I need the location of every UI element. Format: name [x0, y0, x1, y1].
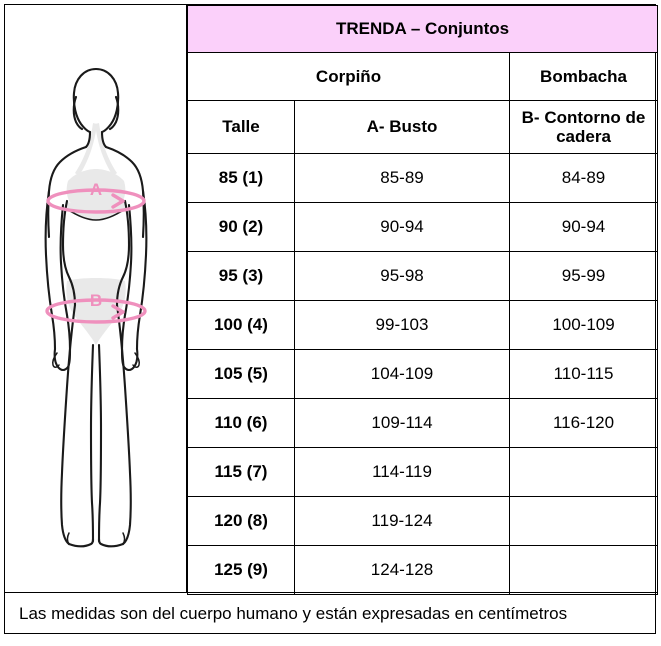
table-row: 95 (3) 95-98 95-99	[187, 251, 659, 301]
size-table-container: TRENDA – Conjuntos Corpiño Bombacha Tall…	[186, 5, 659, 595]
table-row: 120 (8) 119-124	[187, 496, 659, 546]
cell-talle: 100 (4)	[187, 300, 295, 350]
group-header-corpino: Corpiño	[187, 52, 510, 101]
footnote-row: Las medidas son del cuerpo humano y está…	[5, 592, 657, 634]
table-row: 110 (6) 109-114 116-120	[187, 398, 659, 448]
cell-busto: 114-119	[294, 447, 510, 497]
body-figure-panel: A B	[5, 5, 187, 592]
group-header-row: Corpiño Bombacha	[187, 52, 659, 101]
measurement-band-a	[46, 188, 146, 214]
measurement-label-a: A	[90, 180, 102, 199]
cell-talle: 115 (7)	[187, 447, 295, 497]
cell-cadera: 90-94	[508, 202, 659, 252]
page-title: TRENDA – Conjuntos	[186, 5, 659, 53]
cell-busto: 119-124	[294, 496, 510, 546]
cell-talle: 110 (6)	[187, 398, 295, 448]
briefs-garment-shape	[66, 278, 126, 345]
size-table: TRENDA – Conjuntos Corpiño Bombacha Tall…	[186, 5, 659, 595]
cell-talle: 125 (9)	[187, 545, 295, 595]
measurement-label-b: B	[90, 291, 102, 310]
table-row: 115 (7) 114-119	[187, 447, 659, 497]
cell-talle: 120 (8)	[187, 496, 295, 546]
cell-talle: 95 (3)	[187, 251, 295, 301]
column-header-busto: A- Busto	[294, 100, 510, 154]
column-header-talle: Talle	[187, 100, 295, 154]
table-row: 90 (2) 90-94 90-94	[187, 202, 659, 252]
cell-busto: 99-103	[294, 300, 510, 350]
cell-busto: 85-89	[294, 153, 510, 203]
body-outline	[44, 67, 148, 548]
female-body-diagram: A B	[44, 67, 148, 548]
measurement-arrow-b	[111, 304, 125, 320]
cell-busto: 104-109	[294, 349, 510, 399]
cell-cadera	[508, 447, 659, 497]
table-row: 85 (1) 85-89 84-89	[187, 153, 659, 203]
table-row: 125 (9) 124-128	[187, 545, 659, 595]
cell-cadera: 84-89	[508, 153, 659, 203]
table-row: 100 (4) 99-103 100-109	[187, 300, 659, 350]
cell-talle: 85 (1)	[187, 153, 295, 203]
cell-cadera: 95-99	[508, 251, 659, 301]
cell-talle: 105 (5)	[187, 349, 295, 399]
cell-busto: 90-94	[294, 202, 510, 252]
measurement-band-b	[45, 298, 147, 324]
column-header-cadera-line2: cadera	[556, 127, 611, 146]
cell-talle: 90 (2)	[187, 202, 295, 252]
size-chart-sheet: A B TRENDA – Conjuntos	[4, 4, 659, 634]
cell-cadera: 116-120	[508, 398, 659, 448]
cell-cadera	[508, 545, 659, 595]
cell-cadera: 110-115	[508, 349, 659, 399]
column-header-cadera: B- Contorno de cadera	[508, 100, 659, 154]
group-header-bombacha: Bombacha	[508, 52, 659, 101]
table-title-row: TRENDA – Conjuntos	[186, 5, 659, 53]
cell-busto: 95-98	[294, 251, 510, 301]
column-header-row: Talle A- Busto B- Contorno de cadera	[187, 100, 659, 154]
column-header-cadera-line1: B- Contorno de	[521, 107, 646, 127]
measurement-arrow-a	[111, 193, 125, 209]
cell-cadera	[508, 496, 659, 546]
table-row: 105 (5) 104-109 110-115	[187, 349, 659, 399]
cell-busto: 109-114	[294, 398, 510, 448]
cell-busto: 124-128	[294, 545, 510, 595]
footnote-text: Las medidas son del cuerpo humano y está…	[19, 603, 568, 623]
cell-cadera: 100-109	[508, 300, 659, 350]
